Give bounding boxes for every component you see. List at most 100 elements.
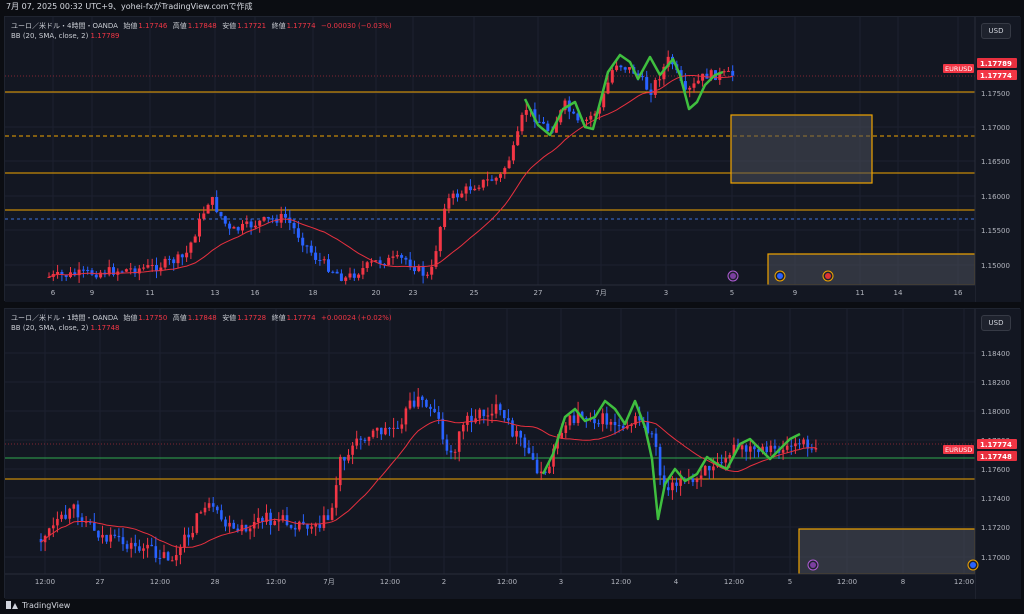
candle-body (351, 445, 354, 455)
legend-4h: ユーロ／米ドル・4時間・OANDA 始値1.17746 高値1.17848 安値… (11, 21, 393, 41)
candle-body (94, 274, 98, 278)
price-tick-label: 1.15000 (981, 262, 1010, 270)
candle-body (138, 546, 141, 551)
candle-body (421, 396, 424, 401)
candle-body (202, 213, 206, 219)
time-tick-label: 25 (470, 289, 479, 297)
price-tick-label: 1.17000 (981, 554, 1010, 562)
candle-body (757, 449, 760, 453)
candle-body (675, 482, 678, 486)
wave-drawing (523, 53, 724, 137)
candle-body (275, 218, 279, 223)
candle-body (330, 507, 334, 520)
candle-body (258, 220, 262, 226)
candle-body (749, 446, 752, 452)
candle-body (170, 560, 174, 562)
symbol-ohlc-line: ユーロ／米ドル・4時間・OANDA 始値1.17746 高値1.17848 安値… (11, 21, 393, 31)
candle-body (265, 512, 268, 522)
candle-body (653, 80, 657, 95)
time-tick-label: 12:00 (150, 578, 170, 586)
candle-body (537, 121, 541, 123)
candle-body (388, 427, 391, 429)
currency-button[interactable]: USD (981, 315, 1011, 331)
candle-body (179, 547, 182, 556)
candle-body (187, 534, 190, 538)
candle-body (636, 73, 640, 77)
candle-body (563, 100, 567, 111)
candle-body (365, 262, 369, 269)
candle-body (666, 56, 670, 67)
price-chart-4h[interactable]: 1.17500 1.17000 1.16500 1.16000 1.15500 1.150… (5, 17, 1021, 302)
candle-body (443, 208, 447, 227)
candle-body (380, 427, 383, 435)
time-tick-label: 12:00 (497, 578, 517, 586)
time-tick-label: 23 (409, 289, 418, 297)
candle-body (117, 535, 121, 538)
candle-body (576, 411, 580, 423)
price-chart-1h[interactable]: 1.184001.182001.180001.178001.176001.174… (5, 309, 1021, 599)
candle-body (211, 503, 215, 507)
candle-body (572, 111, 576, 114)
time-tick-label: 5 (730, 289, 734, 297)
footer: TradingView (6, 598, 70, 612)
candle-body (133, 268, 137, 274)
candle-body (203, 507, 207, 513)
high-label: 高値 (172, 22, 187, 30)
candle-body (361, 268, 365, 275)
candle-body (412, 400, 416, 407)
candle-body (68, 508, 71, 519)
candle-body (113, 534, 117, 536)
candle-body (326, 515, 330, 520)
currency-button[interactable]: USD (981, 23, 1011, 39)
price-tick-label: 1.16500 (981, 158, 1010, 166)
candle-body (654, 433, 658, 447)
candle-body (585, 417, 588, 419)
candle-body (60, 514, 63, 519)
zone-box (767, 253, 976, 286)
candle-body (352, 273, 356, 278)
low-value: 1.17721 (237, 22, 267, 30)
symbol-title[interactable]: ユーロ／米ドル・4時間・OANDA (11, 22, 118, 30)
candle-body (375, 427, 379, 431)
candle-body (56, 271, 60, 275)
candle-body (623, 67, 627, 70)
symbol-tag (943, 445, 974, 454)
wave-drawing (541, 399, 801, 521)
close-label: 終値 (271, 22, 286, 30)
bb-indicator-line[interactable]: BB (20, SMA, close, 2) 1.17748 (11, 323, 393, 333)
time-tick-label: 2 (442, 578, 446, 586)
candle-body (172, 259, 176, 264)
candle-body (650, 433, 654, 435)
price-tag-label: 1.17748 (980, 453, 1012, 461)
candle-body (269, 512, 272, 526)
brand-label[interactable]: TradingView (22, 600, 71, 610)
candle-body (236, 227, 240, 231)
candle-body (314, 524, 317, 527)
bb-value: 1.17789 (90, 32, 120, 40)
time-tick-label: 12:00 (837, 578, 857, 586)
candle-body (175, 555, 178, 561)
candle-body (434, 251, 438, 267)
candle-body (790, 445, 793, 447)
candle-body (357, 274, 361, 278)
candle-body (306, 524, 309, 529)
candle-body (679, 479, 682, 486)
candle-body (310, 526, 313, 529)
bb-indicator-line[interactable]: BB (20, SMA, close, 2) 1.17789 (11, 31, 393, 41)
time-tick-label: 27 (534, 289, 543, 297)
bb-label: BB (20, SMA, close, 2) (11, 32, 89, 40)
candle-body (712, 466, 715, 471)
chart-pane-4h[interactable]: ユーロ／米ドル・4時間・OANDA 始値1.17746 高値1.17848 安値… (4, 16, 1021, 302)
candle-body (73, 272, 77, 276)
candle-body (88, 521, 92, 523)
candle-body (80, 517, 84, 522)
symbol-title[interactable]: ユーロ／米ドル・1時間・OANDA (11, 314, 118, 322)
chart-pane-1h[interactable]: ユーロ／米ドル・1時間・OANDA 始値1.17750 高値1.17848 安値… (4, 308, 1021, 599)
candle-body (626, 425, 629, 429)
low-value: 1.17728 (237, 314, 267, 322)
candle-body (610, 70, 614, 83)
candle-body (662, 475, 666, 488)
candle-body (499, 174, 502, 178)
time-tick-label: 12:00 (954, 578, 974, 586)
candle-body (560, 433, 563, 439)
